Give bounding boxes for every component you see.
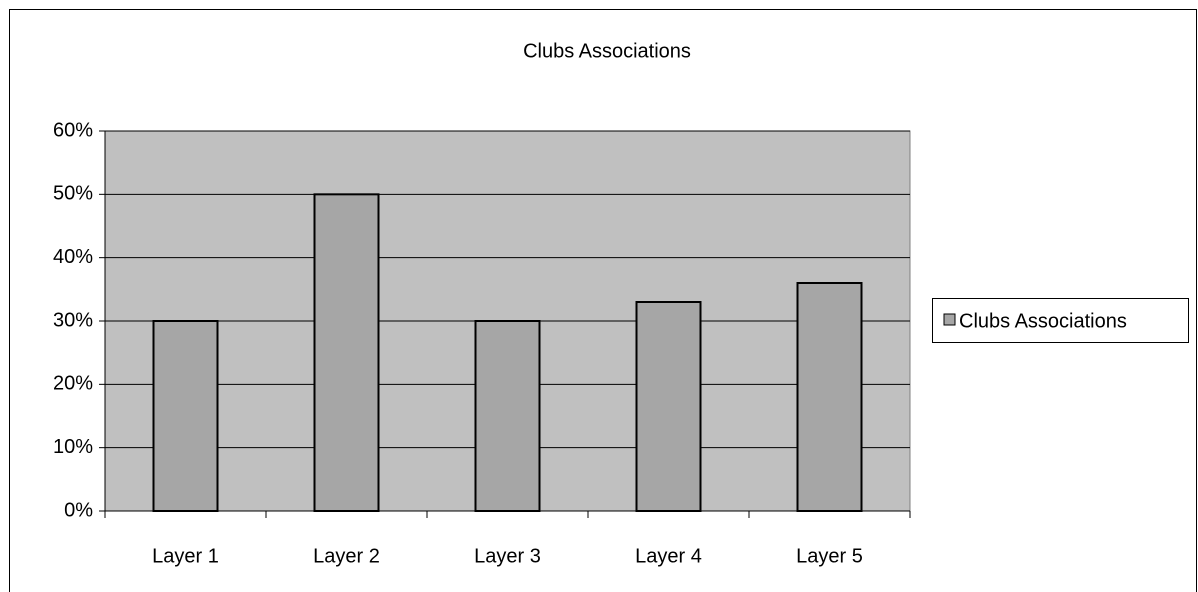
y-tick-label: 0% [64, 499, 93, 521]
x-tick-label: Layer 1 [152, 545, 219, 567]
y-tick-label: 60% [53, 119, 93, 141]
x-tick-label: Layer 2 [313, 545, 380, 567]
x-tick-label: Layer 4 [635, 545, 702, 567]
legend-swatch [943, 313, 956, 326]
x-tick-label: Layer 5 [796, 545, 863, 567]
y-tick-label: 10% [53, 436, 93, 458]
bar [796, 282, 863, 512]
bar [152, 320, 219, 512]
legend-label: Clubs Associations [959, 310, 1127, 332]
chart-title: Clubs Associations [523, 40, 691, 62]
bar [474, 320, 541, 512]
legend-box [932, 298, 1189, 343]
bar [635, 301, 702, 512]
bar [313, 193, 380, 512]
x-tick-label: Layer 3 [474, 545, 541, 567]
y-tick-label: 20% [53, 373, 93, 395]
y-tick-label: 40% [53, 246, 93, 268]
y-tick-label: 30% [53, 309, 93, 331]
y-tick-label: 50% [53, 183, 93, 205]
